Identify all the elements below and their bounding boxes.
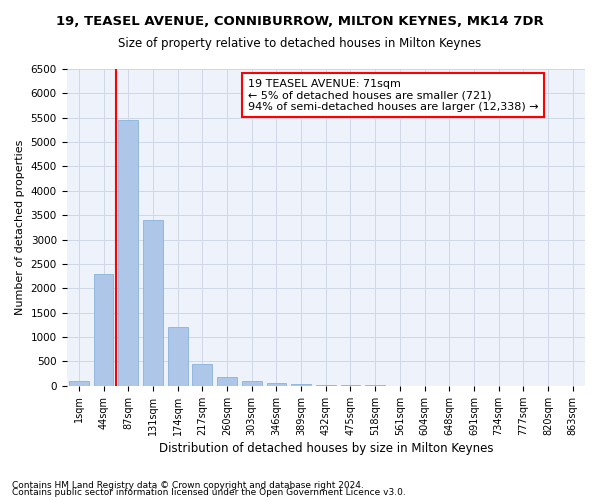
X-axis label: Distribution of detached houses by size in Milton Keynes: Distribution of detached houses by size … xyxy=(158,442,493,455)
Text: 19, TEASEL AVENUE, CONNIBURROW, MILTON KEYNES, MK14 7DR: 19, TEASEL AVENUE, CONNIBURROW, MILTON K… xyxy=(56,15,544,28)
Bar xyxy=(94,274,113,386)
Text: Contains public sector information licensed under the Open Government Licence v3: Contains public sector information licen… xyxy=(12,488,406,497)
Text: Contains HM Land Registry data © Crown copyright and database right 2024.: Contains HM Land Registry data © Crown c… xyxy=(12,480,364,490)
Bar xyxy=(341,385,361,386)
Bar xyxy=(69,381,89,386)
Bar xyxy=(118,120,138,386)
Bar xyxy=(168,328,188,386)
Text: 19 TEASEL AVENUE: 71sqm
← 5% of detached houses are smaller (721)
94% of semi-de: 19 TEASEL AVENUE: 71sqm ← 5% of detached… xyxy=(248,78,539,112)
Bar xyxy=(217,377,237,386)
Bar xyxy=(291,384,311,386)
Bar xyxy=(143,220,163,386)
Bar xyxy=(242,381,262,386)
Bar xyxy=(266,384,286,386)
Bar xyxy=(193,364,212,386)
Y-axis label: Number of detached properties: Number of detached properties xyxy=(15,140,25,315)
Text: Size of property relative to detached houses in Milton Keynes: Size of property relative to detached ho… xyxy=(118,38,482,51)
Bar xyxy=(316,385,335,386)
